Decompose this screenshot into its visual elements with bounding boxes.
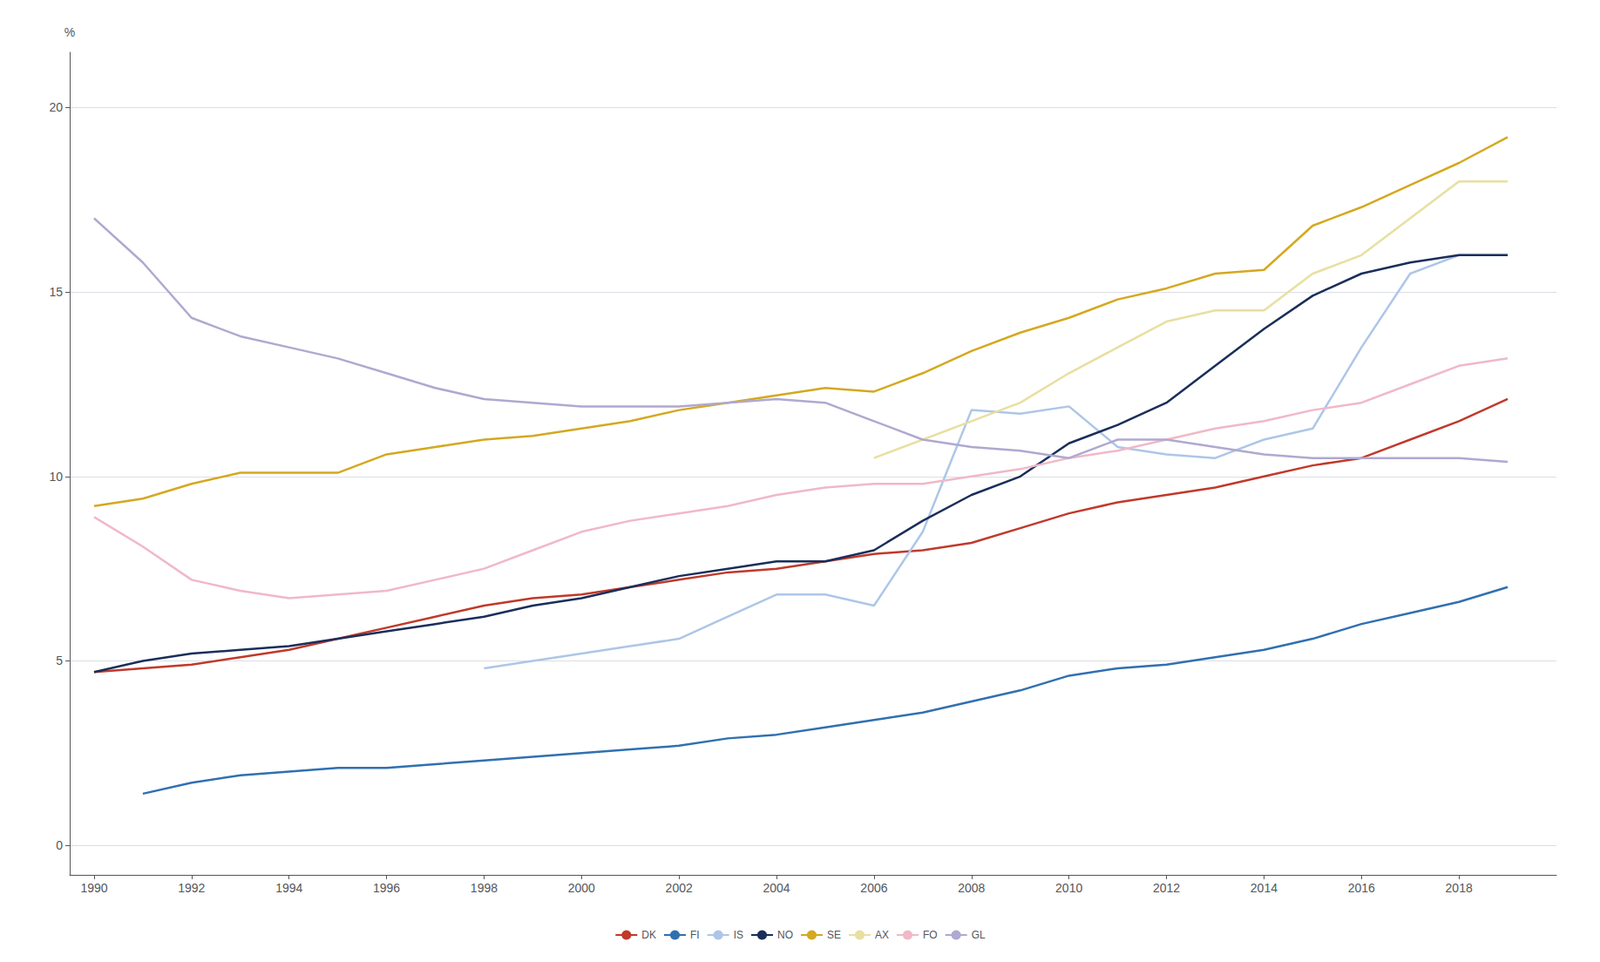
svg-text:2014: 2014 — [1250, 881, 1278, 895]
svg-text:SE: SE — [827, 928, 841, 942]
svg-text:IS: IS — [733, 928, 744, 942]
svg-text:FO: FO — [922, 928, 938, 942]
svg-text:2000: 2000 — [568, 881, 596, 895]
svg-text:1994: 1994 — [275, 881, 303, 895]
svg-text:2018: 2018 — [1445, 881, 1473, 895]
svg-text:0: 0 — [55, 838, 63, 853]
svg-text:20: 20 — [48, 100, 63, 115]
svg-text:2016: 2016 — [1348, 881, 1376, 895]
svg-text:1998: 1998 — [470, 881, 498, 895]
svg-text:2006: 2006 — [860, 881, 888, 895]
svg-text:AX: AX — [874, 928, 889, 942]
svg-text:2004: 2004 — [762, 881, 790, 895]
svg-text:1996: 1996 — [372, 881, 400, 895]
svg-text:10: 10 — [48, 469, 63, 484]
svg-text:1992: 1992 — [177, 881, 205, 895]
svg-text:2008: 2008 — [957, 881, 985, 895]
svg-text:2010: 2010 — [1055, 881, 1083, 895]
svg-text:DK: DK — [641, 928, 657, 942]
svg-text:5: 5 — [55, 653, 63, 668]
svg-text:NO: NO — [777, 928, 794, 942]
svg-text:GL: GL — [971, 928, 986, 942]
svg-text:2012: 2012 — [1152, 881, 1180, 895]
svg-text:15: 15 — [48, 284, 63, 299]
svg-text:2002: 2002 — [665, 881, 693, 895]
svg-text:%: % — [64, 25, 75, 40]
svg-text:1990: 1990 — [80, 881, 108, 895]
svg-text:FI: FI — [690, 928, 700, 942]
